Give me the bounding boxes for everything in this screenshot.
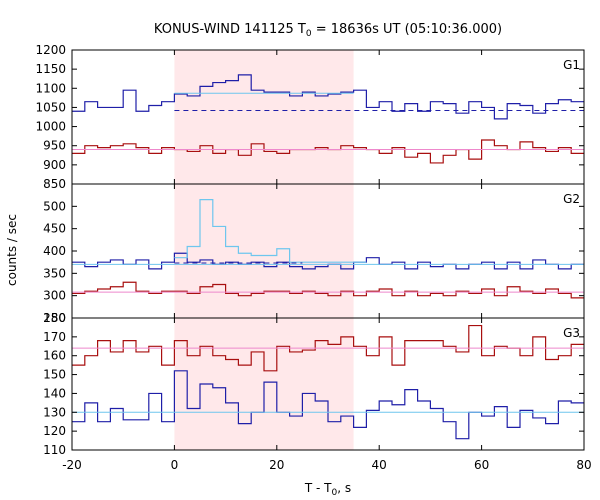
y-tick-label: 300	[43, 289, 66, 303]
y-axis-label: counts / sec	[5, 214, 19, 286]
panel-g3: 110 120 130 140 150 160 170 180 G3	[43, 311, 585, 457]
series-line-blue	[72, 370, 584, 440]
y-tick-label: 250	[43, 311, 66, 325]
y-tick-label: 140	[43, 386, 66, 400]
y-tick-label: 130	[43, 405, 66, 419]
y-tick-label: 900	[43, 158, 66, 172]
x-tick-label: 20	[269, 458, 284, 472]
y-tick-label: 1150	[35, 62, 66, 76]
y-tick-label: 180	[43, 311, 66, 325]
highlight-band	[174, 184, 354, 318]
panel-label: G1	[563, 58, 580, 72]
highlight-band	[174, 50, 354, 184]
x-tick-label: 60	[474, 458, 489, 472]
x-tick-label: 80	[576, 458, 591, 472]
series-line-red	[72, 324, 584, 372]
y-tick-label: 120	[43, 424, 66, 438]
x-tick-label: -20	[62, 458, 82, 472]
y-tick-label: 1050	[35, 100, 66, 114]
panel-label: G3	[563, 326, 580, 340]
x-axis: -20 0 20 40 60 80	[62, 458, 591, 472]
y-tick-label: 1000	[35, 120, 66, 134]
y-tick-label: 160	[43, 349, 66, 363]
plot-area: 85090095010001050110011501200G1250300350…	[35, 43, 591, 472]
y-tick-label: 1200	[35, 43, 66, 57]
y-tick-label: 950	[43, 139, 66, 153]
y-tick-label: 1100	[35, 81, 66, 95]
x-tick-label: 0	[171, 458, 179, 472]
panel-label: G2	[563, 192, 580, 206]
series-line-red	[72, 281, 584, 299]
panel-g2: 250 300 350 400 450 500 G2	[43, 183, 585, 325]
x-tick-label: 40	[372, 458, 387, 472]
x-axis-label: T - T0, s	[304, 481, 351, 498]
chart-title: KONUS-WIND 141125 T0 = 18636s UT (05:10:…	[154, 22, 502, 39]
y-tick-label: 500	[43, 199, 66, 213]
y-tick-label: 400	[43, 244, 66, 258]
series-line-blue	[72, 252, 584, 270]
y-tick-label: 350	[43, 266, 66, 280]
y-tick-label: 150	[43, 368, 66, 382]
y-tick-label: 170	[43, 330, 66, 344]
y-tick-label: 450	[43, 222, 66, 236]
panel-g1: 850 900 950 1000 1050 1100 1150 1200 G1	[35, 43, 585, 191]
series-line-blue	[72, 74, 584, 120]
y-tick-label: 110	[43, 443, 66, 457]
series-line-cyan	[174, 199, 367, 263]
y-tick-label: 850	[43, 177, 66, 191]
panel-frame	[71, 317, 585, 451]
